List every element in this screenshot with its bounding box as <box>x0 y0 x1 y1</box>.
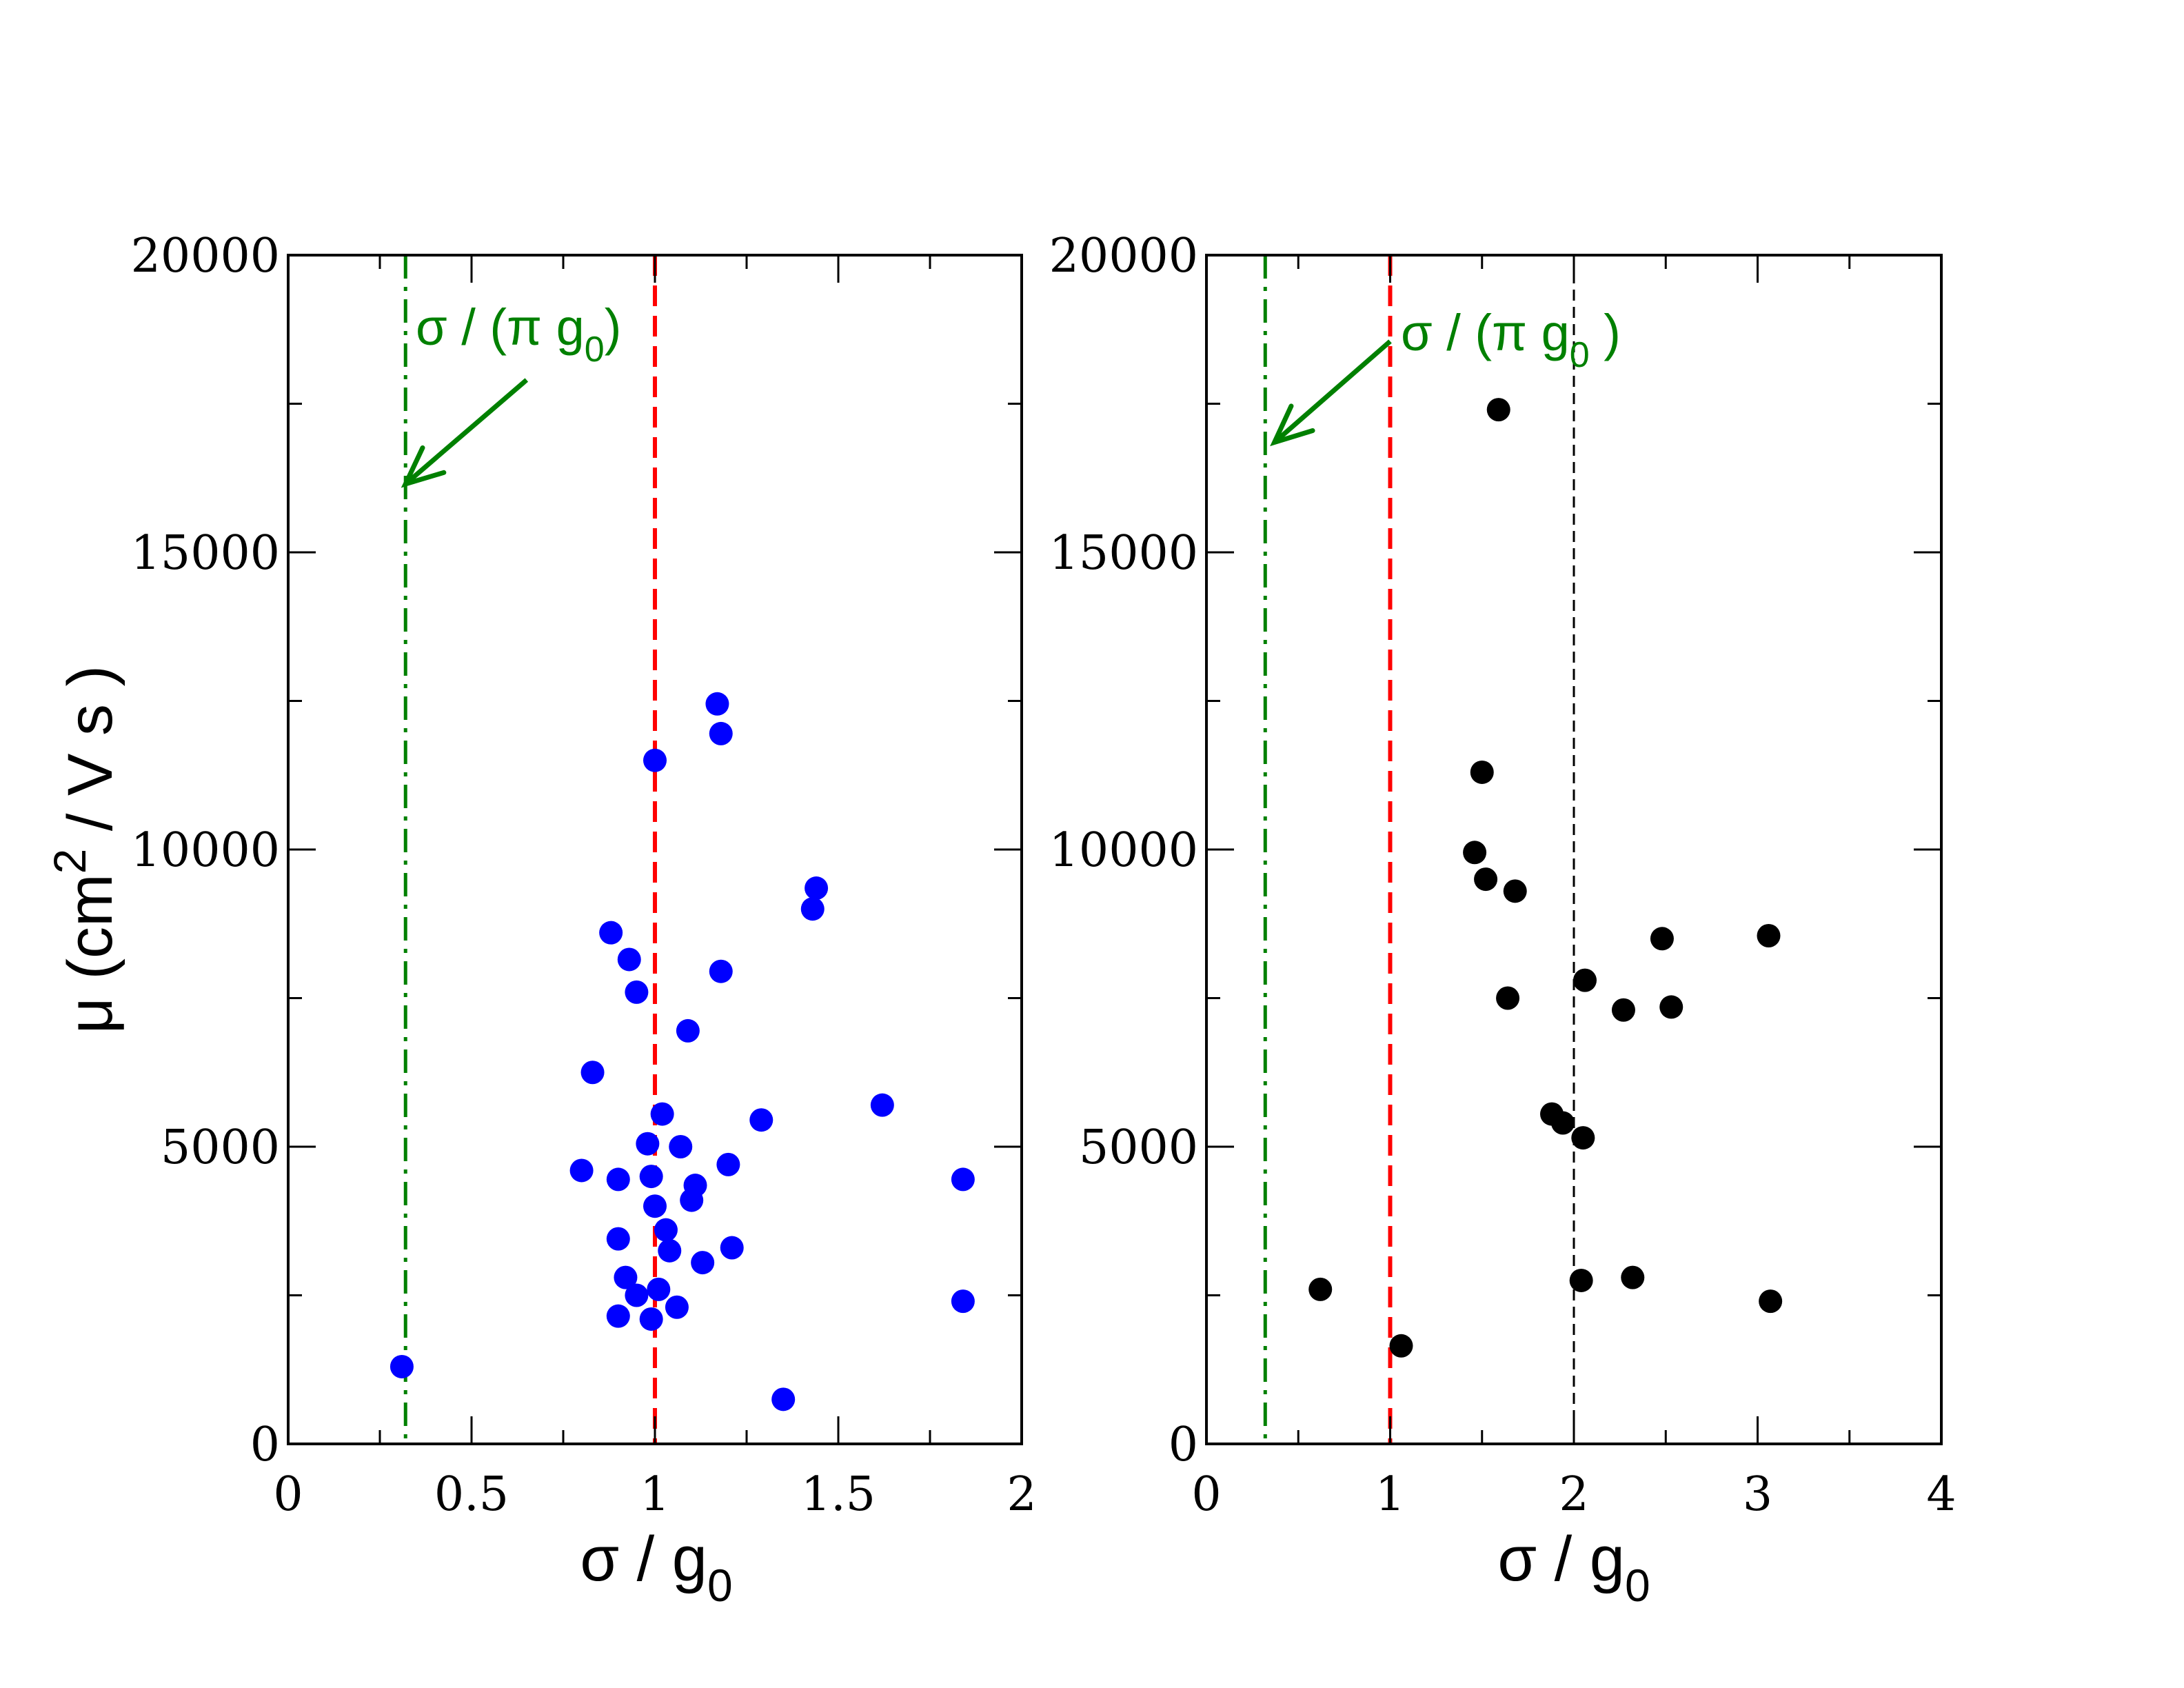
right-data-point <box>1486 398 1510 422</box>
right-data-point <box>1551 1111 1575 1135</box>
right-x-tick-label: 1 <box>1375 1467 1405 1522</box>
right-data-point <box>1759 1289 1783 1314</box>
left-y-tick-label: 10000 <box>131 823 280 878</box>
left-annotation-arrowhead <box>401 445 447 488</box>
left-x-tick-label: 1 <box>640 1467 669 1522</box>
right-data-point <box>1611 998 1635 1022</box>
left-data-point <box>390 1354 414 1378</box>
left-data-point <box>599 921 623 945</box>
right-vlines <box>1263 255 1575 1444</box>
left-x-tick-label: 2 <box>1007 1467 1036 1522</box>
right-plot-frame <box>1205 254 1943 1445</box>
left-data-point <box>606 1304 630 1328</box>
right-y-tick-label: 0 <box>1169 1418 1198 1472</box>
left-y-tick-label: 5000 <box>161 1121 280 1175</box>
left-data-point <box>650 1102 674 1126</box>
right-y-tick-label: 5000 <box>1079 1121 1198 1175</box>
left-data-point <box>654 1218 678 1242</box>
left-data-point <box>749 1108 774 1132</box>
y-axis-label: μ (cm2 / V s ) <box>44 665 125 1034</box>
left-data-point <box>647 1277 671 1301</box>
left-data-point <box>643 748 667 772</box>
left-data-point <box>771 1387 796 1411</box>
right-data-point <box>1496 986 1520 1010</box>
left-data-point <box>951 1289 975 1314</box>
right-x-tick-label: 4 <box>1926 1467 1956 1522</box>
left-data-point <box>716 1152 740 1176</box>
right-x-tick-label: 0 <box>1191 1467 1221 1522</box>
left-data-point <box>643 1194 667 1218</box>
right-annotation-arrow <box>1273 339 1392 445</box>
left-y-tick-label: 0 <box>250 1418 280 1472</box>
left-vlines <box>403 255 657 1444</box>
left-points <box>390 692 975 1411</box>
left-data-point <box>606 1167 630 1192</box>
left-y-tick-label: 15000 <box>131 526 280 581</box>
left-x-tick-label: 0 <box>273 1467 303 1522</box>
left-tick-labels: 0 0.5 1 1.5 2 0 5000 10000 15000 20000 <box>131 229 1037 1522</box>
right-y-tick-label: 10000 <box>1049 823 1198 878</box>
left-annotation: σ / (π g0) <box>401 299 621 488</box>
right-data-point <box>1569 1268 1593 1292</box>
right-data-point <box>1659 995 1684 1019</box>
left-data-point <box>683 1174 707 1198</box>
right-data-point <box>1389 1334 1413 1358</box>
right-x-tick-label: 2 <box>1559 1467 1588 1522</box>
left-data-point <box>951 1167 975 1192</box>
left-data-point <box>636 1132 660 1156</box>
left-data-point <box>870 1093 894 1117</box>
right-x-axis-label: σ / g0 <box>1497 1524 1650 1611</box>
left-x-tick-label: 1.5 <box>801 1467 876 1522</box>
left-data-point <box>639 1165 663 1189</box>
right-data-point <box>1650 927 1674 951</box>
left-annotation-label: σ / (π g0) <box>416 299 621 370</box>
left-plot-frame <box>287 254 1023 1445</box>
right-data-point <box>1474 867 1498 892</box>
left-annotation-arrow <box>403 378 529 486</box>
right-annotation-label: σ / (π g0 ) <box>1401 304 1621 375</box>
left-data-point <box>580 1061 605 1085</box>
left-data-point <box>709 959 733 983</box>
right-annotation: σ / (π g0 ) <box>1270 304 1621 447</box>
left-data-point <box>720 1236 744 1260</box>
right-x-tick-label: 3 <box>1743 1467 1772 1522</box>
left-data-point <box>658 1238 682 1263</box>
right-y-tick-label: 15000 <box>1049 526 1198 581</box>
left-data-point <box>606 1227 630 1251</box>
right-data-point <box>1757 923 1781 947</box>
right-panel: 0 1 2 3 4 0 5000 10000 15000 20000 σ / (π g0 ) σ … <box>1049 229 1957 1611</box>
right-data-point <box>1470 760 1494 784</box>
left-data-point <box>617 947 641 972</box>
right-data-point <box>1503 879 1527 903</box>
left-panel: 0 0.5 1 1.5 2 0 5000 10000 15000 20000 σ / (π g0)… <box>44 229 1037 1611</box>
right-points <box>1308 398 1783 1358</box>
left-data-point <box>800 897 825 921</box>
right-data-point <box>1571 1126 1595 1150</box>
left-data-point <box>625 980 649 1004</box>
left-data-point <box>669 1135 693 1158</box>
left-data-point <box>639 1307 663 1331</box>
left-x-axis-label: σ / g0 <box>580 1524 732 1611</box>
right-data-point <box>1621 1265 1645 1289</box>
left-data-point <box>709 721 733 745</box>
left-y-tick-label: 20000 <box>131 229 280 283</box>
right-y-tick-label: 20000 <box>1049 229 1198 283</box>
right-data-point <box>1573 968 1597 992</box>
right-tick-labels: 0 1 2 3 4 0 5000 10000 15000 20000 <box>1049 229 1957 1522</box>
left-data-point <box>614 1265 638 1289</box>
right-annotation-arrowhead <box>1270 403 1315 447</box>
left-data-point <box>625 1283 649 1307</box>
left-data-point <box>569 1158 594 1183</box>
right-data-point <box>1308 1277 1333 1301</box>
left-data-point <box>705 692 729 716</box>
left-data-point <box>665 1295 689 1319</box>
left-data-point <box>805 876 829 901</box>
left-data-point <box>676 1018 700 1043</box>
left-data-point <box>691 1251 715 1275</box>
left-x-tick-label: 0.5 <box>434 1467 509 1522</box>
right-data-point <box>1463 841 1487 865</box>
